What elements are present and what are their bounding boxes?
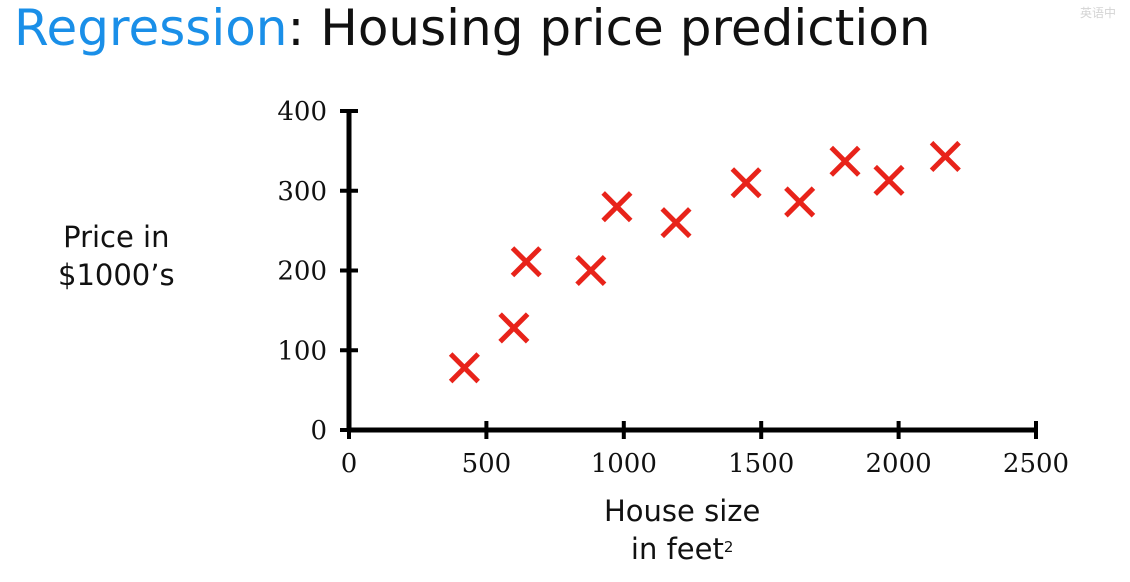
data-point [601, 191, 633, 223]
chart-points [448, 140, 961, 384]
corner-watermark: 英语中 [1079, 6, 1116, 20]
data-point [730, 167, 762, 199]
chart-axes: 0 500 1000 1500 2000 2500 0 100 200 300 400 [277, 97, 1069, 479]
y-tick-label: 300 [277, 177, 327, 207]
y-tick-label: 100 [277, 336, 327, 366]
y-tick-label: 200 [277, 257, 327, 287]
x-tick-label: 500 [462, 449, 512, 479]
y-tick-label: 400 [277, 97, 327, 127]
y-tick-label: 0 [310, 416, 327, 446]
x-tick-label: 2000 [866, 449, 932, 479]
data-point [660, 207, 692, 239]
data-point [873, 164, 905, 196]
x-axis-label-line2: in feet2 [604, 530, 760, 568]
title-accent-text: Regression [14, 0, 288, 57]
data-point [448, 352, 480, 384]
y-axis-label-line1: Price in [63, 220, 170, 254]
data-point [498, 312, 530, 344]
data-point [784, 186, 816, 218]
x-axis-label-line1: House size [604, 494, 761, 528]
x-tick-label: 1000 [591, 449, 657, 479]
slide-title: Regression: Housing price prediction [14, 0, 931, 56]
y-axis-label: Price in $1000’s [58, 218, 175, 294]
x-axis-label-superscript: 2 [723, 538, 734, 556]
y-axis-label-line2: $1000’s [58, 258, 175, 292]
x-axis-label-line2-text: in feet [630, 532, 724, 566]
x-tick-label: 2500 [1003, 449, 1069, 479]
data-point [510, 246, 542, 278]
x-axis-label: House size in feet2 [604, 492, 760, 568]
data-point [575, 254, 607, 287]
title-rest-text: : Housing price prediction [287, 0, 931, 57]
data-point [829, 145, 861, 177]
x-tick-label: 1500 [728, 449, 794, 479]
data-point [929, 140, 961, 172]
x-tick-label: 0 [341, 449, 358, 479]
